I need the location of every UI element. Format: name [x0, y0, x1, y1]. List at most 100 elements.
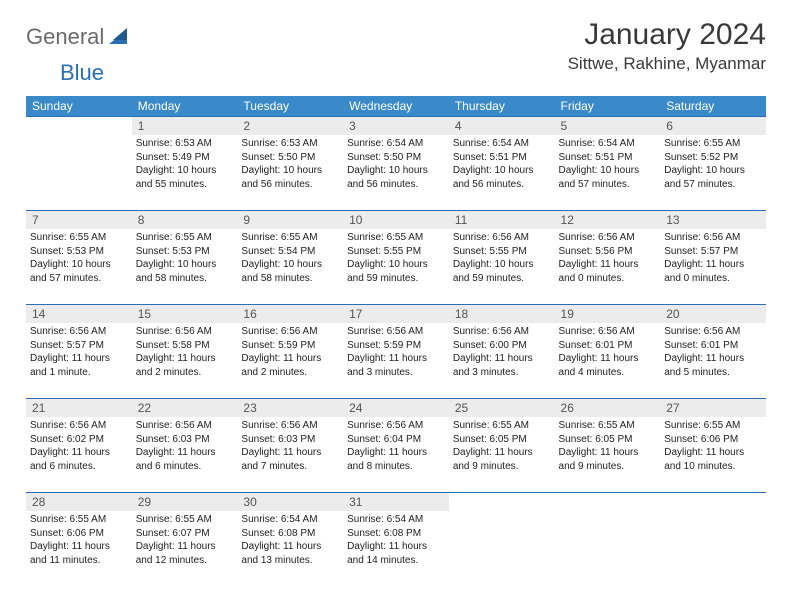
calendar-week-row: 28Sunrise: 6:55 AMSunset: 6:06 PMDayligh… [26, 493, 766, 587]
sunset-text: Sunset: 5:54 PM [241, 245, 339, 259]
sunset-text: Sunset: 6:03 PM [136, 433, 234, 447]
day-number: 2 [237, 117, 343, 135]
sunrise-text: Sunrise: 6:54 AM [347, 137, 445, 151]
day-details: Sunrise: 6:55 AMSunset: 5:52 PMDaylight:… [660, 135, 766, 193]
daylight-text: Daylight: 10 hours and 56 minutes. [241, 164, 339, 191]
logo-triangle-icon [109, 26, 131, 49]
sunrise-text: Sunrise: 6:54 AM [559, 137, 657, 151]
sunrise-text: Sunrise: 6:56 AM [347, 419, 445, 433]
daylight-text: Daylight: 11 hours and 9 minutes. [559, 446, 657, 473]
title-block: January 2024 Sittwe, Rakhine, Myanmar [568, 18, 766, 74]
calendar-day-cell: 17Sunrise: 6:56 AMSunset: 5:59 PMDayligh… [343, 305, 449, 399]
sunset-text: Sunset: 6:07 PM [136, 527, 234, 541]
sunrise-text: Sunrise: 6:54 AM [241, 513, 339, 527]
sunset-text: Sunset: 6:06 PM [30, 527, 128, 541]
day-number: 12 [555, 211, 661, 229]
sunrise-text: Sunrise: 6:56 AM [30, 419, 128, 433]
sunset-text: Sunset: 6:05 PM [453, 433, 551, 447]
day-details: Sunrise: 6:56 AMSunset: 5:59 PMDaylight:… [343, 323, 449, 381]
day-number: 20 [660, 305, 766, 323]
logo: General [26, 18, 133, 50]
sunrise-text: Sunrise: 6:56 AM [136, 325, 234, 339]
sunrise-text: Sunrise: 6:55 AM [30, 231, 128, 245]
sunset-text: Sunset: 5:50 PM [347, 151, 445, 165]
day-number: 8 [132, 211, 238, 229]
sunrise-text: Sunrise: 6:53 AM [136, 137, 234, 151]
day-number: 16 [237, 305, 343, 323]
daylight-text: Daylight: 10 hours and 58 minutes. [136, 258, 234, 285]
sunrise-text: Sunrise: 6:56 AM [453, 231, 551, 245]
sunrise-text: Sunrise: 6:55 AM [664, 419, 762, 433]
sunset-text: Sunset: 5:52 PM [664, 151, 762, 165]
day-details: Sunrise: 6:54 AMSunset: 6:08 PMDaylight:… [343, 511, 449, 569]
daylight-text: Daylight: 11 hours and 0 minutes. [559, 258, 657, 285]
logo-text-general: General [26, 24, 104, 50]
sunrise-text: Sunrise: 6:56 AM [664, 325, 762, 339]
daylight-text: Daylight: 11 hours and 1 minute. [30, 352, 128, 379]
day-number: 1 [132, 117, 238, 135]
calendar-day-cell [26, 117, 132, 211]
calendar-day-cell: 3Sunrise: 6:54 AMSunset: 5:50 PMDaylight… [343, 117, 449, 211]
day-number [660, 493, 766, 497]
day-details: Sunrise: 6:55 AMSunset: 6:05 PMDaylight:… [449, 417, 555, 475]
sunrise-text: Sunrise: 6:56 AM [30, 325, 128, 339]
weekday-header: Sunday [26, 96, 132, 117]
sunset-text: Sunset: 6:08 PM [347, 527, 445, 541]
weekday-header: Friday [555, 96, 661, 117]
sunset-text: Sunset: 5:50 PM [241, 151, 339, 165]
calendar-day-cell: 26Sunrise: 6:55 AMSunset: 6:05 PMDayligh… [555, 399, 661, 493]
day-number: 30 [237, 493, 343, 511]
day-number: 7 [26, 211, 132, 229]
calendar-day-cell: 25Sunrise: 6:55 AMSunset: 6:05 PMDayligh… [449, 399, 555, 493]
day-number: 11 [449, 211, 555, 229]
sunrise-text: Sunrise: 6:54 AM [347, 513, 445, 527]
sunset-text: Sunset: 5:57 PM [30, 339, 128, 353]
daylight-text: Daylight: 11 hours and 2 minutes. [136, 352, 234, 379]
sunset-text: Sunset: 6:01 PM [664, 339, 762, 353]
day-number: 14 [26, 305, 132, 323]
weekday-header: Monday [132, 96, 238, 117]
day-details: Sunrise: 6:56 AMSunset: 6:01 PMDaylight:… [660, 323, 766, 381]
day-details: Sunrise: 6:56 AMSunset: 5:59 PMDaylight:… [237, 323, 343, 381]
calendar-day-cell: 8Sunrise: 6:55 AMSunset: 5:53 PMDaylight… [132, 211, 238, 305]
sunset-text: Sunset: 6:03 PM [241, 433, 339, 447]
daylight-text: Daylight: 11 hours and 4 minutes. [559, 352, 657, 379]
sunset-text: Sunset: 6:06 PM [664, 433, 762, 447]
day-number: 6 [660, 117, 766, 135]
daylight-text: Daylight: 10 hours and 56 minutes. [347, 164, 445, 191]
calendar-day-cell: 31Sunrise: 6:54 AMSunset: 6:08 PMDayligh… [343, 493, 449, 587]
day-details: Sunrise: 6:55 AMSunset: 6:07 PMDaylight:… [132, 511, 238, 569]
sunset-text: Sunset: 5:55 PM [347, 245, 445, 259]
sunrise-text: Sunrise: 6:56 AM [241, 325, 339, 339]
calendar-day-cell: 5Sunrise: 6:54 AMSunset: 5:51 PMDaylight… [555, 117, 661, 211]
sunrise-text: Sunrise: 6:55 AM [136, 513, 234, 527]
daylight-text: Daylight: 10 hours and 55 minutes. [136, 164, 234, 191]
sunset-text: Sunset: 6:01 PM [559, 339, 657, 353]
sunset-text: Sunset: 6:00 PM [453, 339, 551, 353]
calendar-day-cell: 6Sunrise: 6:55 AMSunset: 5:52 PMDaylight… [660, 117, 766, 211]
day-number: 23 [237, 399, 343, 417]
calendar-day-cell: 18Sunrise: 6:56 AMSunset: 6:00 PMDayligh… [449, 305, 555, 399]
day-details: Sunrise: 6:55 AMSunset: 5:55 PMDaylight:… [343, 229, 449, 287]
daylight-text: Daylight: 11 hours and 12 minutes. [136, 540, 234, 567]
day-details: Sunrise: 6:55 AMSunset: 6:06 PMDaylight:… [660, 417, 766, 475]
month-title: January 2024 [568, 18, 766, 52]
day-number: 24 [343, 399, 449, 417]
sunset-text: Sunset: 6:05 PM [559, 433, 657, 447]
sunset-text: Sunset: 5:53 PM [30, 245, 128, 259]
day-details: Sunrise: 6:56 AMSunset: 5:58 PMDaylight:… [132, 323, 238, 381]
day-details: Sunrise: 6:54 AMSunset: 5:50 PMDaylight:… [343, 135, 449, 193]
day-details: Sunrise: 6:56 AMSunset: 6:01 PMDaylight:… [555, 323, 661, 381]
daylight-text: Daylight: 11 hours and 6 minutes. [136, 446, 234, 473]
sunrise-text: Sunrise: 6:55 AM [136, 231, 234, 245]
calendar-day-cell: 10Sunrise: 6:55 AMSunset: 5:55 PMDayligh… [343, 211, 449, 305]
sunset-text: Sunset: 6:08 PM [241, 527, 339, 541]
day-details: Sunrise: 6:53 AMSunset: 5:49 PMDaylight:… [132, 135, 238, 193]
calendar-week-row: 14Sunrise: 6:56 AMSunset: 5:57 PMDayligh… [26, 305, 766, 399]
day-details: Sunrise: 6:56 AMSunset: 6:03 PMDaylight:… [132, 417, 238, 475]
calendar-day-cell: 30Sunrise: 6:54 AMSunset: 6:08 PMDayligh… [237, 493, 343, 587]
day-number: 22 [132, 399, 238, 417]
day-details: Sunrise: 6:55 AMSunset: 5:53 PMDaylight:… [26, 229, 132, 287]
calendar-day-cell [449, 493, 555, 587]
day-details: Sunrise: 6:56 AMSunset: 5:56 PMDaylight:… [555, 229, 661, 287]
